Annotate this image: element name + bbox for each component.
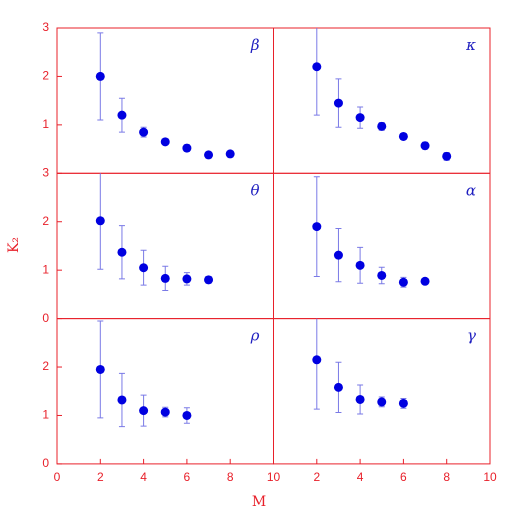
y-tick-label: 0	[42, 456, 49, 470]
data-point	[160, 137, 170, 147]
x-tick-label: 6	[400, 470, 407, 484]
y-tick-label: 1	[42, 262, 49, 276]
x-tick-label: 2	[313, 470, 320, 484]
data-point	[333, 98, 343, 108]
panel-frame	[56, 27, 274, 174]
panel-frame	[273, 172, 491, 320]
x-tick-label: 8	[443, 470, 450, 484]
data-point	[95, 364, 105, 374]
panel-label: κ	[465, 36, 476, 54]
x-axis-label: M	[252, 494, 266, 510]
data-point	[182, 410, 192, 420]
data-point	[95, 216, 105, 226]
data-point	[420, 276, 430, 286]
data-point	[204, 275, 214, 285]
panel-frame	[56, 172, 274, 320]
x-tick-label: 8	[227, 470, 234, 484]
x-tick-label: 10	[483, 470, 497, 484]
panel-label: γ	[467, 327, 476, 345]
data-point	[182, 274, 192, 284]
x-tick-label: 4	[140, 470, 147, 484]
data-point	[398, 131, 408, 141]
y-tick-label: 3	[42, 165, 49, 179]
data-point	[355, 394, 365, 404]
data-point	[95, 71, 105, 81]
plot-area	[95, 32, 235, 160]
panel-label: θ	[250, 181, 259, 199]
data-point	[420, 141, 430, 151]
y-tick-label: 1	[42, 117, 49, 131]
panel-label: α	[466, 181, 476, 199]
data-point	[377, 121, 387, 131]
plot-area	[95, 173, 214, 292]
panel-label: β	[250, 36, 260, 54]
data-point	[398, 398, 408, 408]
y-tick-label: 0	[42, 311, 49, 325]
data-point	[117, 110, 127, 120]
data-point	[333, 250, 343, 260]
panel-frame	[273, 27, 491, 174]
x-tick-label: 10	[267, 470, 281, 484]
panel-frame	[56, 318, 274, 465]
data-point	[117, 395, 127, 405]
data-point	[377, 397, 387, 407]
plot-area	[312, 28, 452, 161]
x-tick-label: 0	[54, 470, 61, 484]
x-tick-label: 4	[357, 470, 364, 484]
y-tick-label: 1	[42, 408, 49, 422]
data-point	[117, 247, 127, 257]
data-point	[139, 263, 149, 273]
data-point	[312, 222, 322, 232]
data-point	[139, 406, 149, 416]
panel-frame	[273, 318, 491, 465]
x-tick-label: 2	[97, 470, 104, 484]
data-point	[355, 113, 365, 123]
x-tick-label: 6	[184, 470, 191, 484]
y-tick-label: 3	[42, 20, 49, 34]
data-point	[160, 407, 170, 417]
data-point	[312, 62, 322, 72]
data-point	[355, 260, 365, 270]
data-point	[182, 143, 192, 153]
data-point	[139, 127, 149, 137]
y-tick-label: 2	[42, 214, 49, 228]
data-point	[442, 151, 452, 161]
data-point	[312, 355, 322, 365]
y-axis-label: K₂	[6, 237, 22, 253]
data-point	[398, 277, 408, 287]
panel-label: ρ	[250, 327, 260, 345]
plot-area	[95, 320, 192, 428]
data-point	[204, 150, 214, 160]
data-point	[377, 270, 387, 280]
y-tick-label: 2	[42, 69, 49, 83]
data-point	[225, 149, 235, 159]
y-tick-label: 2	[42, 359, 49, 373]
plot-area	[312, 176, 430, 288]
plot-area	[312, 318, 408, 415]
data-point	[333, 382, 343, 392]
data-point	[160, 273, 170, 283]
